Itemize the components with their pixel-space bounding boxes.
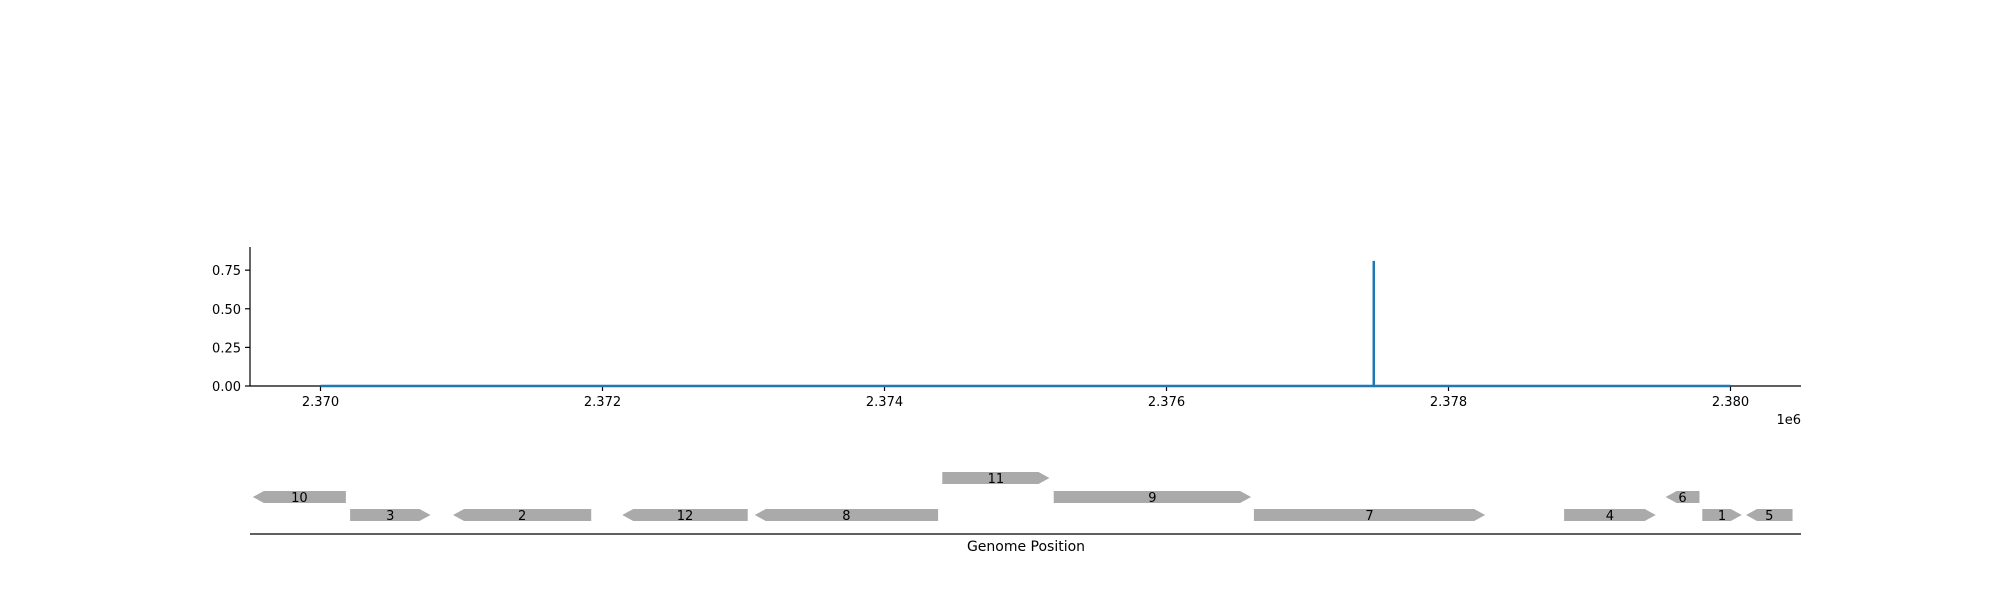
y-axis-ticks: 0.00 0.25 0.50 0.75: [212, 264, 250, 395]
y-tick-label: 0.75: [212, 264, 241, 279]
gene-arrow: [1746, 509, 1793, 521]
x-tick-label: 2.372: [584, 395, 621, 410]
gene-arrow: [754, 509, 939, 521]
gene-track-panel: 10 3 2 12 8 11 9 7 4 6 1 5 Genome Position: [250, 472, 1801, 555]
gene-arrow: [252, 491, 346, 503]
gene-label: 9: [1148, 491, 1156, 506]
gene-arrow: [1564, 509, 1656, 521]
gene-label: 2: [518, 509, 526, 524]
x-axis-label: Genome Position: [967, 539, 1085, 555]
gene-label: 7: [1365, 509, 1373, 524]
gene-label: 5: [1765, 509, 1773, 524]
coverage-series-layer: [320, 260, 1731, 388]
gene-arrow: [622, 509, 748, 521]
x-tick-label: 2.370: [302, 395, 339, 410]
x-tick-label: 2.380: [1712, 395, 1749, 410]
y-tick-label: 0.50: [212, 303, 241, 318]
x-tick-label: 2.374: [866, 395, 903, 410]
gene-arrow: [1253, 509, 1486, 521]
gene-arrow: [350, 509, 431, 521]
gene-label: 6: [1678, 491, 1686, 506]
gene-arrow: [453, 509, 592, 521]
coverage-series-line: [320, 260, 1731, 388]
gene-label: 8: [842, 509, 850, 524]
gene-label: 4: [1606, 509, 1614, 524]
gene-label: 10: [291, 491, 308, 506]
y-tick-label: 0.25: [212, 341, 241, 356]
y-tick-label: 0.00: [212, 380, 241, 395]
x-axis-ticks: 2.370 2.372 2.374 2.376 2.378 2.380: [302, 386, 1749, 410]
gene-label: 12: [677, 509, 694, 524]
x-tick-label: 2.376: [1148, 395, 1185, 410]
gene-label: 1: [1718, 509, 1726, 524]
gene-arrow: [942, 472, 1050, 484]
gene-arrow: [1053, 491, 1252, 503]
gene-label: 3: [386, 509, 394, 524]
gene-arrows-layer: 10 3 2 12 8 11 9 7 4 6 1 5: [252, 472, 1793, 524]
coverage-plot-panel: 0.000.250.500.75 2.370 2.372 2.374 2.376 2.3…: [212, 247, 1801, 428]
x-tick-label: 2.378: [1430, 395, 1467, 410]
gene-arrow: [1665, 491, 1700, 503]
gene-arrow: [1702, 509, 1742, 521]
x-axis-offset-label: 1e6: [1776, 413, 1801, 428]
gene-label: 11: [988, 472, 1005, 487]
